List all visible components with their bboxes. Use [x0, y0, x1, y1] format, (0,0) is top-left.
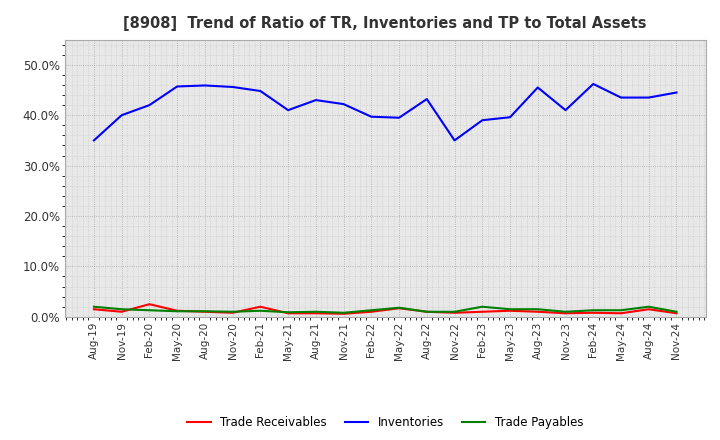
Inventories	[616, 95, 625, 100]
Inventories	[367, 114, 376, 119]
Inventories	[284, 107, 292, 113]
Inventories	[145, 103, 154, 108]
Inventories	[339, 102, 348, 107]
Inventories	[561, 107, 570, 113]
Trade Payables	[589, 308, 598, 313]
Inventories	[423, 96, 431, 102]
Inventories	[256, 88, 265, 94]
Trade Payables	[117, 307, 126, 312]
Trade Receivables	[561, 311, 570, 316]
Trade Payables	[423, 309, 431, 315]
Trade Receivables	[284, 311, 292, 316]
Inventories	[672, 90, 681, 95]
Trade Payables	[256, 308, 265, 313]
Trade Receivables	[505, 308, 514, 313]
Trade Receivables	[644, 307, 653, 312]
Trade Payables	[672, 309, 681, 315]
Trade Receivables	[450, 310, 459, 315]
Legend: Trade Receivables, Inventories, Trade Payables: Trade Receivables, Inventories, Trade Pa…	[182, 411, 588, 434]
Trade Receivables	[589, 310, 598, 315]
Inventories	[450, 138, 459, 143]
Inventories	[89, 138, 98, 143]
Line: Inventories: Inventories	[94, 84, 677, 140]
Trade Payables	[339, 310, 348, 315]
Trade Payables	[534, 307, 542, 312]
Trade Payables	[201, 308, 210, 314]
Inventories	[478, 117, 487, 123]
Trade Receivables	[145, 301, 154, 307]
Inventories	[117, 113, 126, 118]
Trade Payables	[89, 304, 98, 309]
Inventories	[644, 95, 653, 100]
Trade Payables	[312, 309, 320, 315]
Inventories	[312, 97, 320, 103]
Title: [8908]  Trend of Ratio of TR, Inventories and TP to Total Assets: [8908] Trend of Ratio of TR, Inventories…	[123, 16, 647, 32]
Trade Payables	[395, 305, 403, 310]
Trade Receivables	[339, 311, 348, 316]
Inventories	[534, 85, 542, 90]
Trade Payables	[367, 308, 376, 313]
Trade Receivables	[256, 304, 265, 309]
Line: Trade Payables: Trade Payables	[94, 307, 677, 313]
Trade Receivables	[117, 309, 126, 315]
Trade Receivables	[89, 307, 98, 312]
Inventories	[201, 83, 210, 88]
Inventories	[228, 84, 237, 90]
Trade Payables	[145, 308, 154, 313]
Trade Payables	[284, 310, 292, 315]
Trade Payables	[561, 309, 570, 315]
Trade Payables	[505, 307, 514, 312]
Trade Receivables	[367, 309, 376, 315]
Trade Payables	[478, 304, 487, 309]
Trade Receivables	[312, 311, 320, 316]
Trade Receivables	[423, 309, 431, 315]
Trade Receivables	[672, 311, 681, 316]
Trade Receivables	[201, 309, 210, 315]
Inventories	[173, 84, 181, 89]
Trade Payables	[228, 309, 237, 315]
Trade Receivables	[395, 306, 403, 311]
Inventories	[505, 114, 514, 120]
Trade Payables	[173, 308, 181, 314]
Trade Receivables	[616, 311, 625, 316]
Trade Receivables	[173, 308, 181, 313]
Trade Receivables	[228, 310, 237, 315]
Inventories	[589, 81, 598, 87]
Trade Receivables	[534, 309, 542, 315]
Line: Trade Receivables: Trade Receivables	[94, 304, 677, 314]
Trade Payables	[644, 304, 653, 309]
Trade Payables	[616, 308, 625, 313]
Trade Payables	[450, 309, 459, 315]
Inventories	[395, 115, 403, 121]
Trade Receivables	[478, 309, 487, 315]
